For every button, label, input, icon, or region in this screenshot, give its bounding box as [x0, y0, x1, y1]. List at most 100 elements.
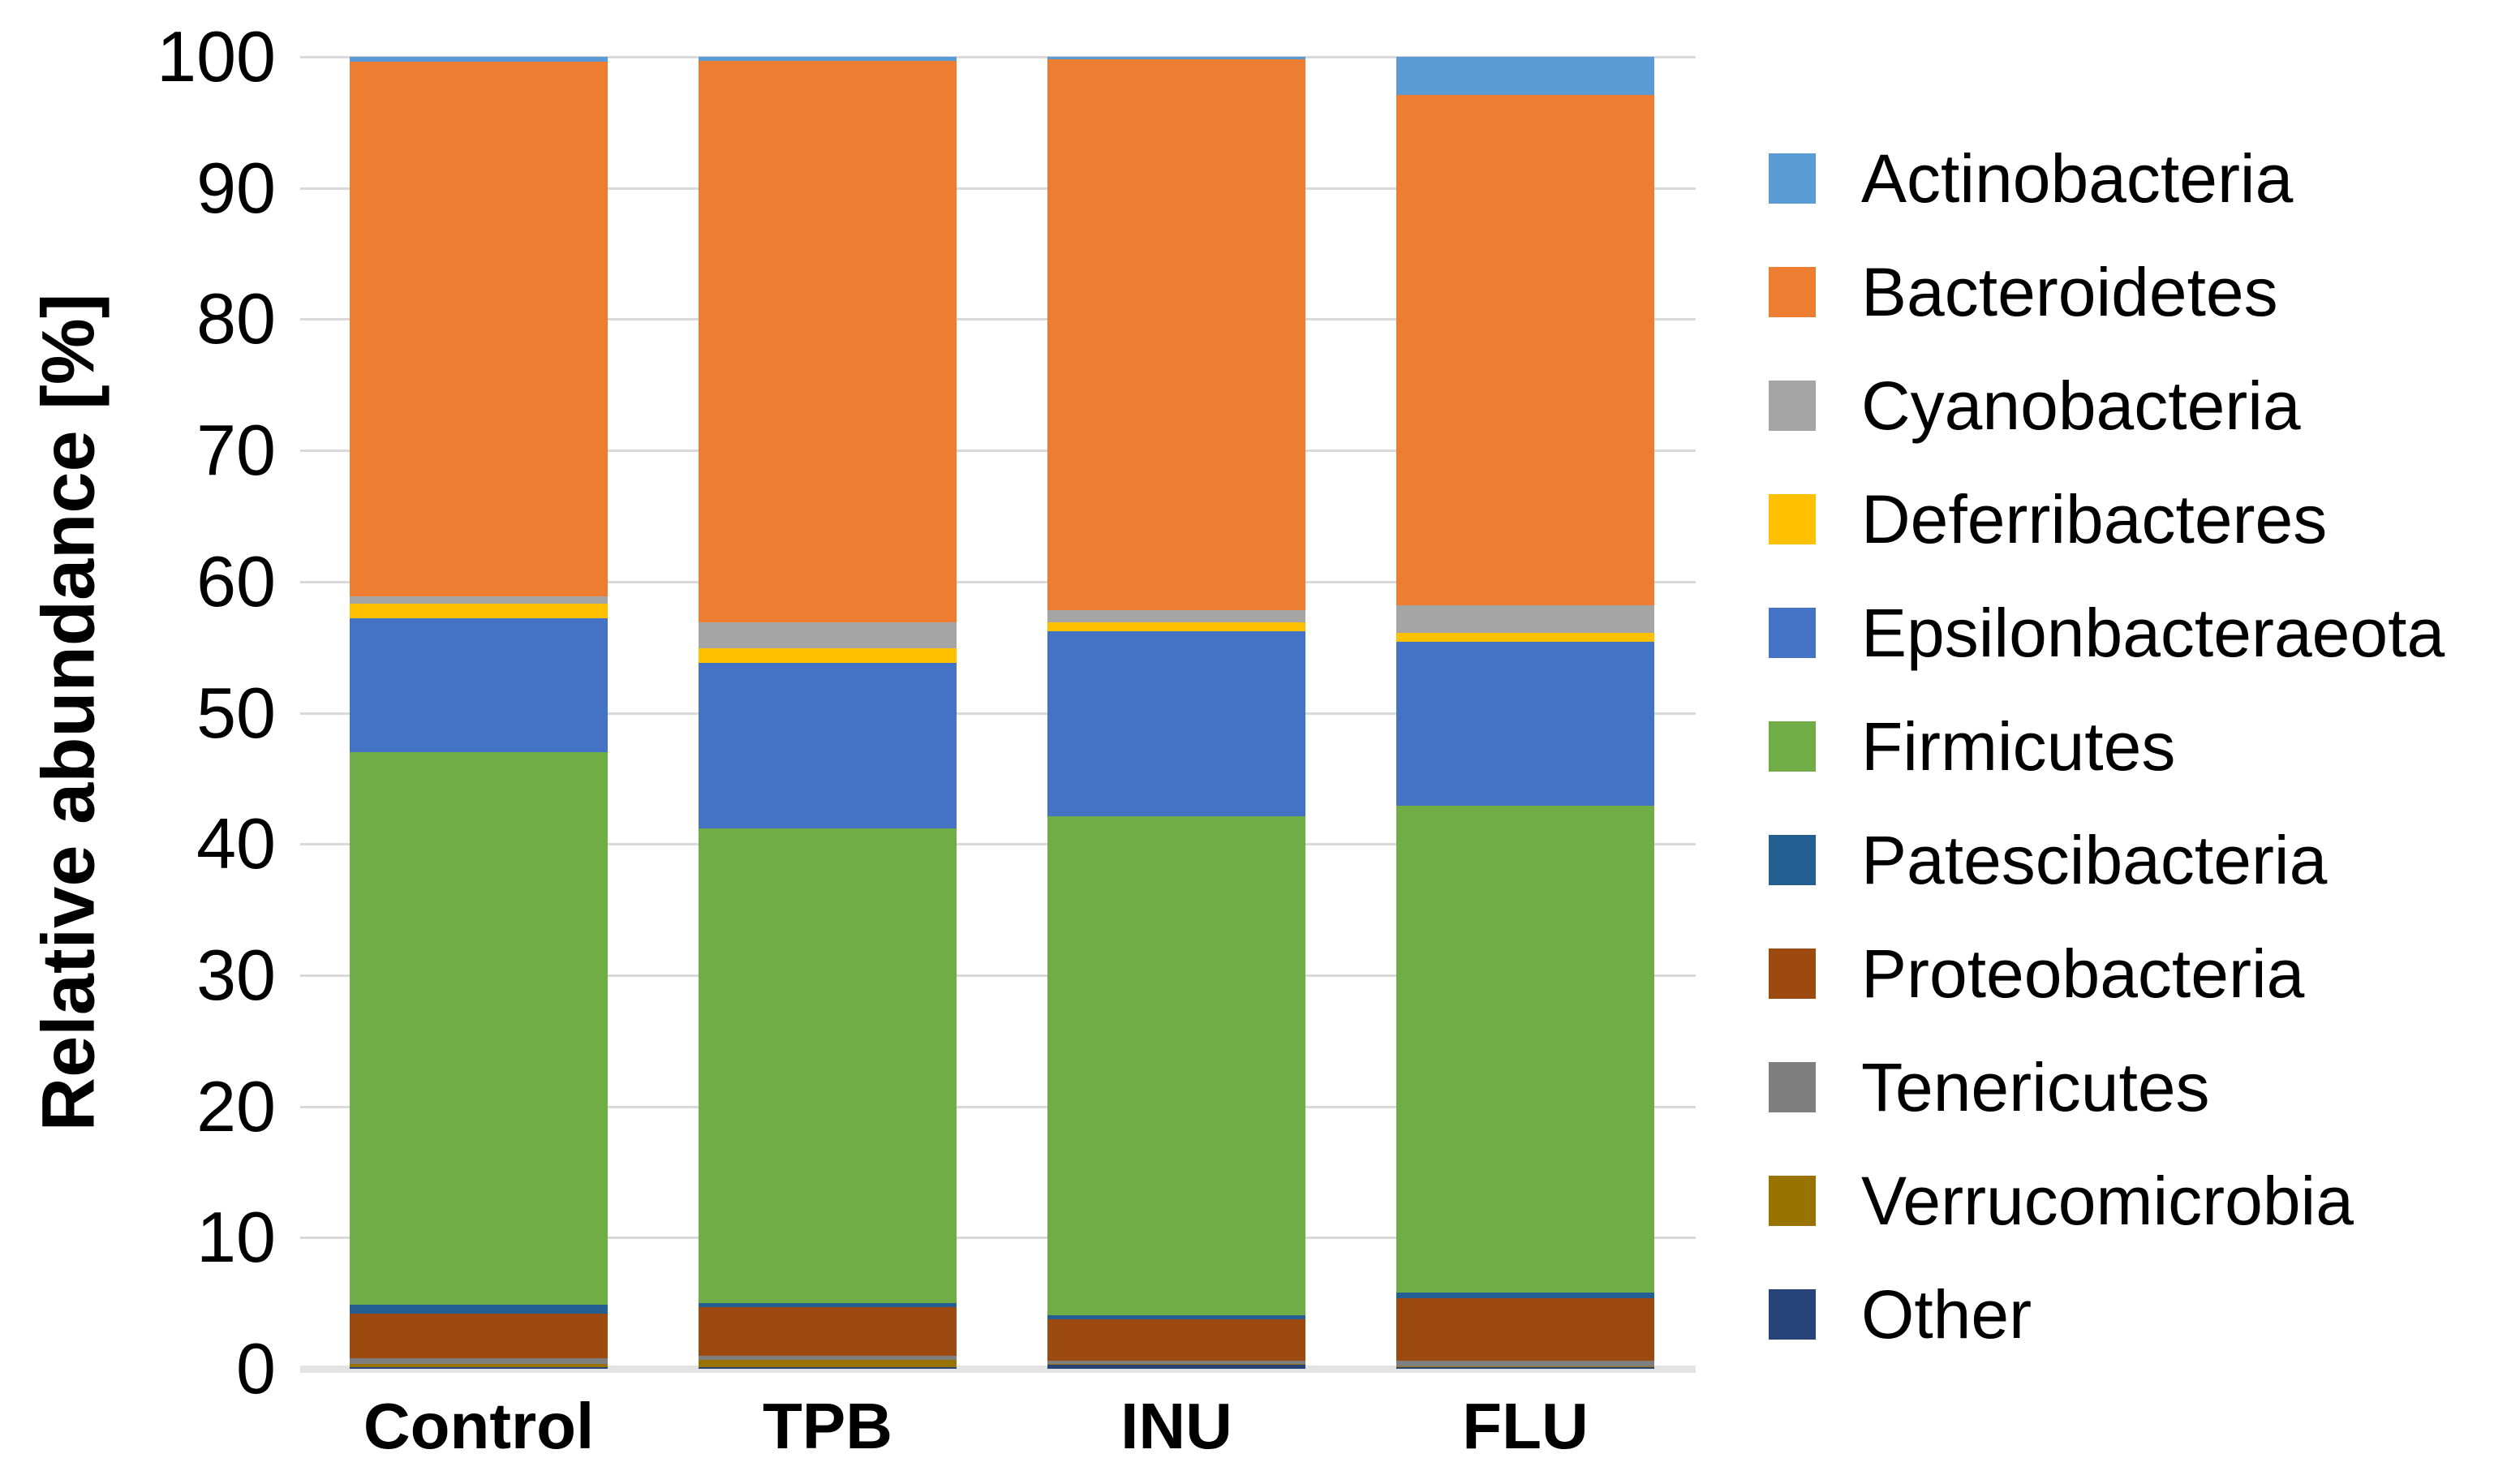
- legend: Actinobacteria Bacteroidetes Cyanobacteria…: [1769, 122, 2445, 1371]
- bar-segment-proteobacteria: [699, 1307, 957, 1356]
- legend-item-bacteroidetes: Bacteroidetes: [1769, 235, 2445, 349]
- bar-segment-deferribacteres: [350, 604, 608, 619]
- bar-segment-tenericutes: [699, 1355, 957, 1360]
- bar-segment-actinobacteria: [350, 57, 608, 62]
- y-tick-label: 40: [196, 803, 276, 884]
- y-tick-label: 60: [196, 540, 276, 622]
- legend-swatch-tenericutes: [1769, 1062, 1816, 1112]
- bar-segment-cyanobacteria: [1396, 604, 1654, 633]
- gridline: [300, 1366, 1696, 1373]
- bar-inu: [1047, 57, 1305, 1369]
- gridline: [300, 318, 1696, 321]
- bar-segment-deferribacteres: [1047, 622, 1305, 632]
- gridline: [300, 974, 1696, 977]
- bar-segment-actinobacteria: [1047, 57, 1305, 60]
- gridline: [300, 1237, 1696, 1240]
- legend-swatch-verrucomicrobia: [1769, 1176, 1816, 1226]
- bar-segment-verrucomicrobia: [350, 1363, 608, 1368]
- legend-label: Cyanobacteria: [1861, 367, 2301, 444]
- legend-label: Patescibacteria: [1861, 821, 2328, 898]
- y-tick-label: 10: [196, 1197, 276, 1278]
- bar-segment-patescibacteria: [1396, 1293, 1654, 1298]
- legend-label: Tenericutes: [1861, 1048, 2210, 1125]
- bar-segment-cyanobacteria: [699, 622, 957, 649]
- bar-segment-proteobacteria: [350, 1314, 608, 1359]
- x-tick-label-inu: INU: [1120, 1390, 1232, 1462]
- legend-swatch-bacteroidetes: [1769, 267, 1816, 317]
- bar-segment-proteobacteria: [1047, 1318, 1305, 1361]
- legend-swatch-firmicutes: [1769, 721, 1816, 772]
- bar-control: [350, 57, 608, 1369]
- bar-segment-tenericutes: [1047, 1361, 1305, 1364]
- bar-segment-other: [350, 1367, 608, 1369]
- bar-segment-epsilonbacteraeota: [699, 663, 957, 828]
- bar-tpb: [699, 57, 957, 1369]
- bar-segment-epsilonbacteraeota: [1396, 642, 1654, 807]
- legend-swatch-epsilonbacteraeota: [1769, 608, 1816, 658]
- legend-label: Firmicutes: [1861, 708, 2176, 785]
- bar-segment-bacteroidetes: [1047, 59, 1305, 611]
- legend-item-patescibacteria: Patescibacteria: [1769, 803, 2445, 917]
- bar-segment-firmicutes: [1396, 806, 1654, 1293]
- x-tick-label-control: Control: [363, 1390, 595, 1462]
- legend-swatch-deferribacteres: [1769, 494, 1816, 544]
- bar-segment-bacteroidetes: [1396, 94, 1654, 605]
- bar-segment-tenericutes: [350, 1358, 608, 1364]
- legend-label: Bacteroidetes: [1861, 253, 2278, 330]
- gridline: [300, 712, 1696, 715]
- bar-segment-actinobacteria: [1396, 57, 1654, 95]
- bar-flu: [1396, 57, 1654, 1369]
- bar-segment-actinobacteria: [699, 57, 957, 61]
- y-tick-label: 100: [157, 16, 276, 97]
- bar-segment-patescibacteria: [699, 1303, 957, 1308]
- y-tick-label: 70: [196, 410, 276, 491]
- bar-segment-proteobacteria: [1396, 1297, 1654, 1361]
- legend-item-firmicutes: Firmicutes: [1769, 690, 2445, 803]
- legend-swatch-proteobacteria: [1769, 948, 1816, 999]
- gridline: [300, 1105, 1696, 1108]
- bar-segment-cyanobacteria: [1047, 610, 1305, 622]
- legend-item-actinobacteria: Actinobacteria: [1769, 122, 2445, 235]
- legend-item-other: Other: [1769, 1258, 2445, 1371]
- bar-segment-firmicutes: [699, 828, 957, 1304]
- y-tick-label: 80: [196, 278, 276, 359]
- gridline: [300, 56, 1696, 58]
- plot-area: [300, 56, 1696, 1373]
- legend-item-proteobacteria: Proteobacteria: [1769, 917, 2445, 1030]
- legend-swatch-patescibacteria: [1769, 835, 1816, 885]
- bar-segment-bacteroidetes: [350, 62, 608, 596]
- bar-segment-other: [699, 1367, 957, 1369]
- x-tick-label-flu: FLU: [1462, 1390, 1589, 1462]
- bar-segment-bacteroidetes: [699, 60, 957, 622]
- legend-label: Verrucomicrobia: [1861, 1162, 2354, 1239]
- x-tick-label-tpb: TPB: [763, 1390, 892, 1462]
- bar-segment-verrucomicrobia: [699, 1359, 957, 1368]
- legend-item-epsilonbacteraeota: Epsilonbacteraeota: [1769, 576, 2445, 690]
- bar-segment-deferribacteres: [699, 648, 957, 664]
- gridline: [300, 450, 1696, 453]
- legend-swatch-cyanobacteria: [1769, 381, 1816, 431]
- bar-segment-other: [1047, 1365, 1305, 1369]
- legend-swatch-actinobacteria: [1769, 153, 1816, 204]
- y-tick-label: 20: [196, 1065, 276, 1146]
- bar-segment-deferribacteres: [1396, 632, 1654, 643]
- bar-segment-cyanobacteria: [350, 596, 608, 604]
- bar-segment-firmicutes: [1047, 816, 1305, 1315]
- bar-segment-epsilonbacteraeota: [350, 618, 608, 753]
- legend-label: Epsilonbacteraeota: [1861, 594, 2445, 671]
- legend-label: Actinobacteria: [1861, 140, 2294, 217]
- gridline: [300, 580, 1696, 583]
- bar-segment-patescibacteria: [1047, 1314, 1305, 1319]
- bar-segment-verrucomicrobia: [1396, 1366, 1654, 1368]
- bar-segment-epsilonbacteraeota: [1047, 631, 1305, 817]
- gridline: [300, 843, 1696, 846]
- y-tick-label: 90: [196, 147, 276, 228]
- legend-item-tenericutes: Tenericutes: [1769, 1030, 2445, 1144]
- legend-item-deferribacteres: Deferribacteres: [1769, 462, 2445, 576]
- legend-label: Other: [1861, 1275, 2032, 1353]
- bar-segment-patescibacteria: [350, 1304, 608, 1314]
- legend-label: Proteobacteria: [1861, 935, 2305, 1012]
- y-tick-label: 30: [196, 934, 276, 1015]
- gridline: [300, 187, 1696, 190]
